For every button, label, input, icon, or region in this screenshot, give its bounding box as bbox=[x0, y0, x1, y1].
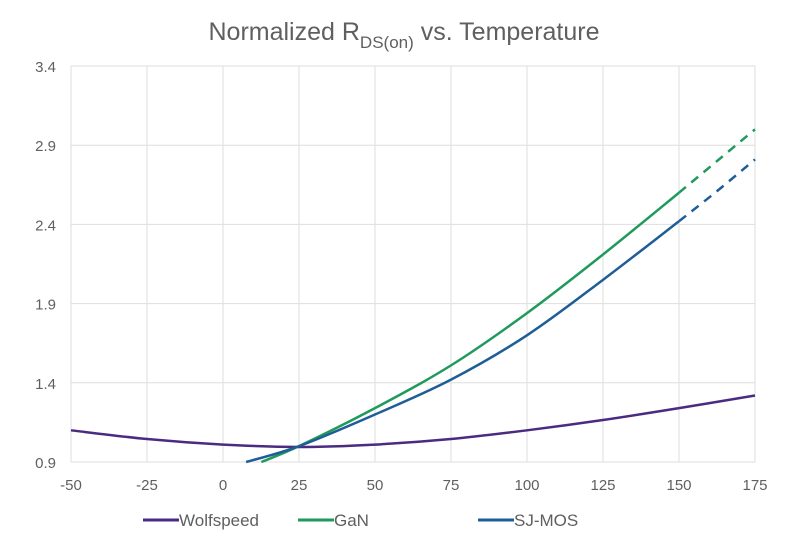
y-tick-label: 2.4 bbox=[35, 217, 56, 234]
y-tick-label: 1.9 bbox=[35, 297, 56, 314]
title-rest: vs. Temperature bbox=[414, 18, 600, 46]
chart-title: Normalized RDS(on) vs. Temperature bbox=[208, 18, 599, 52]
x-tick-label: 25 bbox=[291, 477, 308, 494]
series-lines bbox=[70, 128, 756, 464]
x-tick-label: -25 bbox=[136, 477, 158, 494]
x-tick-label: 0 bbox=[219, 477, 227, 494]
series-line-wolfspeed bbox=[70, 394, 756, 449]
title-subscript: DS(on) bbox=[360, 33, 414, 52]
y-tick-label: 2.9 bbox=[35, 138, 56, 155]
y-tick-label: 0.9 bbox=[35, 455, 56, 472]
legend-item-wolfspeed: Wolfspeed bbox=[143, 511, 259, 530]
x-tick-label: 50 bbox=[367, 477, 384, 494]
grid bbox=[70, 65, 756, 463]
x-tick-label: 75 bbox=[443, 477, 460, 494]
legend-item-gan: GaN bbox=[298, 511, 369, 530]
legend-item-sj-mos: SJ-MOS bbox=[478, 511, 578, 530]
x-axis-ticks: -50 -25 0 25 50 75 100 125 150 175 bbox=[60, 477, 767, 494]
series-line-gan bbox=[260, 191, 680, 464]
series-projection-sj-mos bbox=[678, 158, 756, 223]
x-tick-label: 100 bbox=[514, 477, 539, 494]
y-tick-label: 1.4 bbox=[35, 376, 56, 393]
title-main: Normalized R bbox=[208, 18, 359, 46]
y-axis-ticks: 0.9 1.4 1.9 2.4 2.9 3.4 bbox=[35, 59, 56, 472]
x-tick-label: -50 bbox=[60, 477, 82, 494]
legend-label: SJ-MOS bbox=[514, 511, 578, 530]
y-tick-label: 3.4 bbox=[35, 59, 56, 76]
series-line-sj-mos bbox=[245, 220, 680, 464]
legend-label: GaN bbox=[334, 511, 369, 530]
x-tick-label: 150 bbox=[666, 477, 691, 494]
x-tick-label: 175 bbox=[742, 477, 767, 494]
legend: Wolfspeed GaN SJ-MOS bbox=[143, 511, 578, 530]
series-projection-gan bbox=[678, 128, 756, 194]
x-tick-label: 125 bbox=[590, 477, 615, 494]
legend-label: Wolfspeed bbox=[179, 511, 259, 530]
